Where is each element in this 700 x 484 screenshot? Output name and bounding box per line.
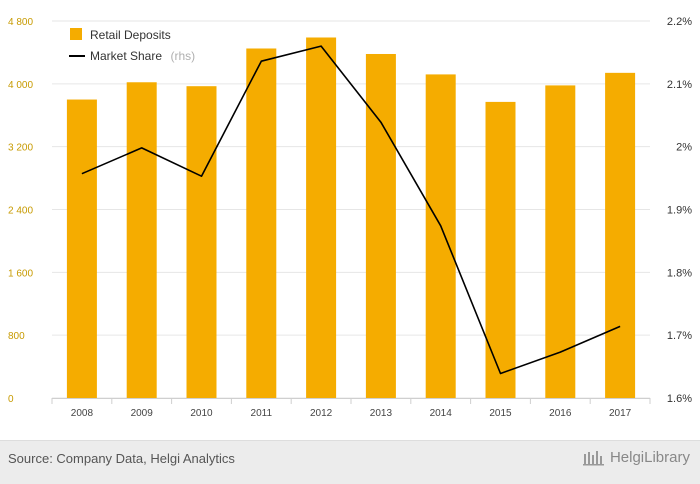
x-tick-label: 2014 <box>430 408 453 419</box>
legend: Retail Deposits Market Share (rhs) <box>69 28 195 64</box>
chart: 2008 2009 2010 2011 2012 2013 2014 2015 2016 2017… <box>0 0 700 440</box>
x-tick-label: 2015 <box>489 408 512 419</box>
legend-label-retail-deposits: Retail Deposits <box>90 28 171 42</box>
x-tick-label: 2017 <box>609 408 632 419</box>
source-note: Source: Company Data, Helgi Analytics <box>8 451 235 466</box>
legend-label-market-share: Market Share (rhs) <box>90 47 195 64</box>
brand-logo: HelgiLibrary <box>583 449 690 466</box>
x-tick-label: 2010 <box>190 408 213 419</box>
y-right-tick-label: 1.9% <box>667 205 692 217</box>
x-tick-label: 2013 <box>370 408 393 419</box>
y-left-tick-label: 0 <box>8 394 14 405</box>
bar-2009 <box>127 82 157 398</box>
y-axis-left: 0 800 1 600 2 400 3 200 4 000 4 800 <box>8 17 33 405</box>
x-tick-label: 2009 <box>131 408 154 419</box>
x-tick-label: 2012 <box>310 408 333 419</box>
brand-name: HelgiLibrary <box>610 449 690 466</box>
bar-2008 <box>67 100 97 398</box>
y-left-tick-label: 4 800 <box>8 17 33 28</box>
x-tick-label: 2011 <box>251 408 273 419</box>
bar-2014 <box>426 74 456 398</box>
y-right-tick-label: 1.8% <box>667 267 692 279</box>
bar-2016 <box>545 85 575 398</box>
bar-2015 <box>486 102 516 398</box>
bar-2012 <box>306 37 336 398</box>
y-left-tick-label: 4 000 <box>8 80 33 91</box>
bar-2017 <box>605 73 635 398</box>
x-axis: 2008 2009 2010 2011 2012 2013 2014 2015 2016 2017 <box>52 398 650 419</box>
x-tick-label: 2008 <box>71 408 94 419</box>
bar-2010 <box>187 86 217 398</box>
y-right-tick-label: 2.2% <box>667 16 692 28</box>
y-right-tick-label: 1.6% <box>667 393 692 405</box>
bar-2011 <box>246 48 276 398</box>
y-right-tick-label: 1.7% <box>667 330 692 342</box>
y-left-tick-label: 800 <box>8 331 25 342</box>
y-left-tick-label: 3 200 <box>8 143 33 154</box>
library-icon <box>583 450 605 466</box>
y-axis-right: 1.6% 1.7% 1.8% 1.9% 2% 2.1% 2.2% <box>667 16 692 405</box>
footer: Source: Company Data, Helgi Analytics He… <box>0 440 700 484</box>
y-left-tick-label: 1 600 <box>8 268 33 279</box>
y-right-tick-label: 2% <box>676 142 692 154</box>
bar-series-retail-deposits <box>67 37 635 398</box>
x-tick-label: 2016 <box>549 408 572 419</box>
y-right-tick-label: 2.1% <box>667 79 692 91</box>
bar-2013 <box>366 54 396 398</box>
legend-swatch-retail-deposits <box>70 28 82 40</box>
y-left-tick-label: 2 400 <box>8 206 33 217</box>
